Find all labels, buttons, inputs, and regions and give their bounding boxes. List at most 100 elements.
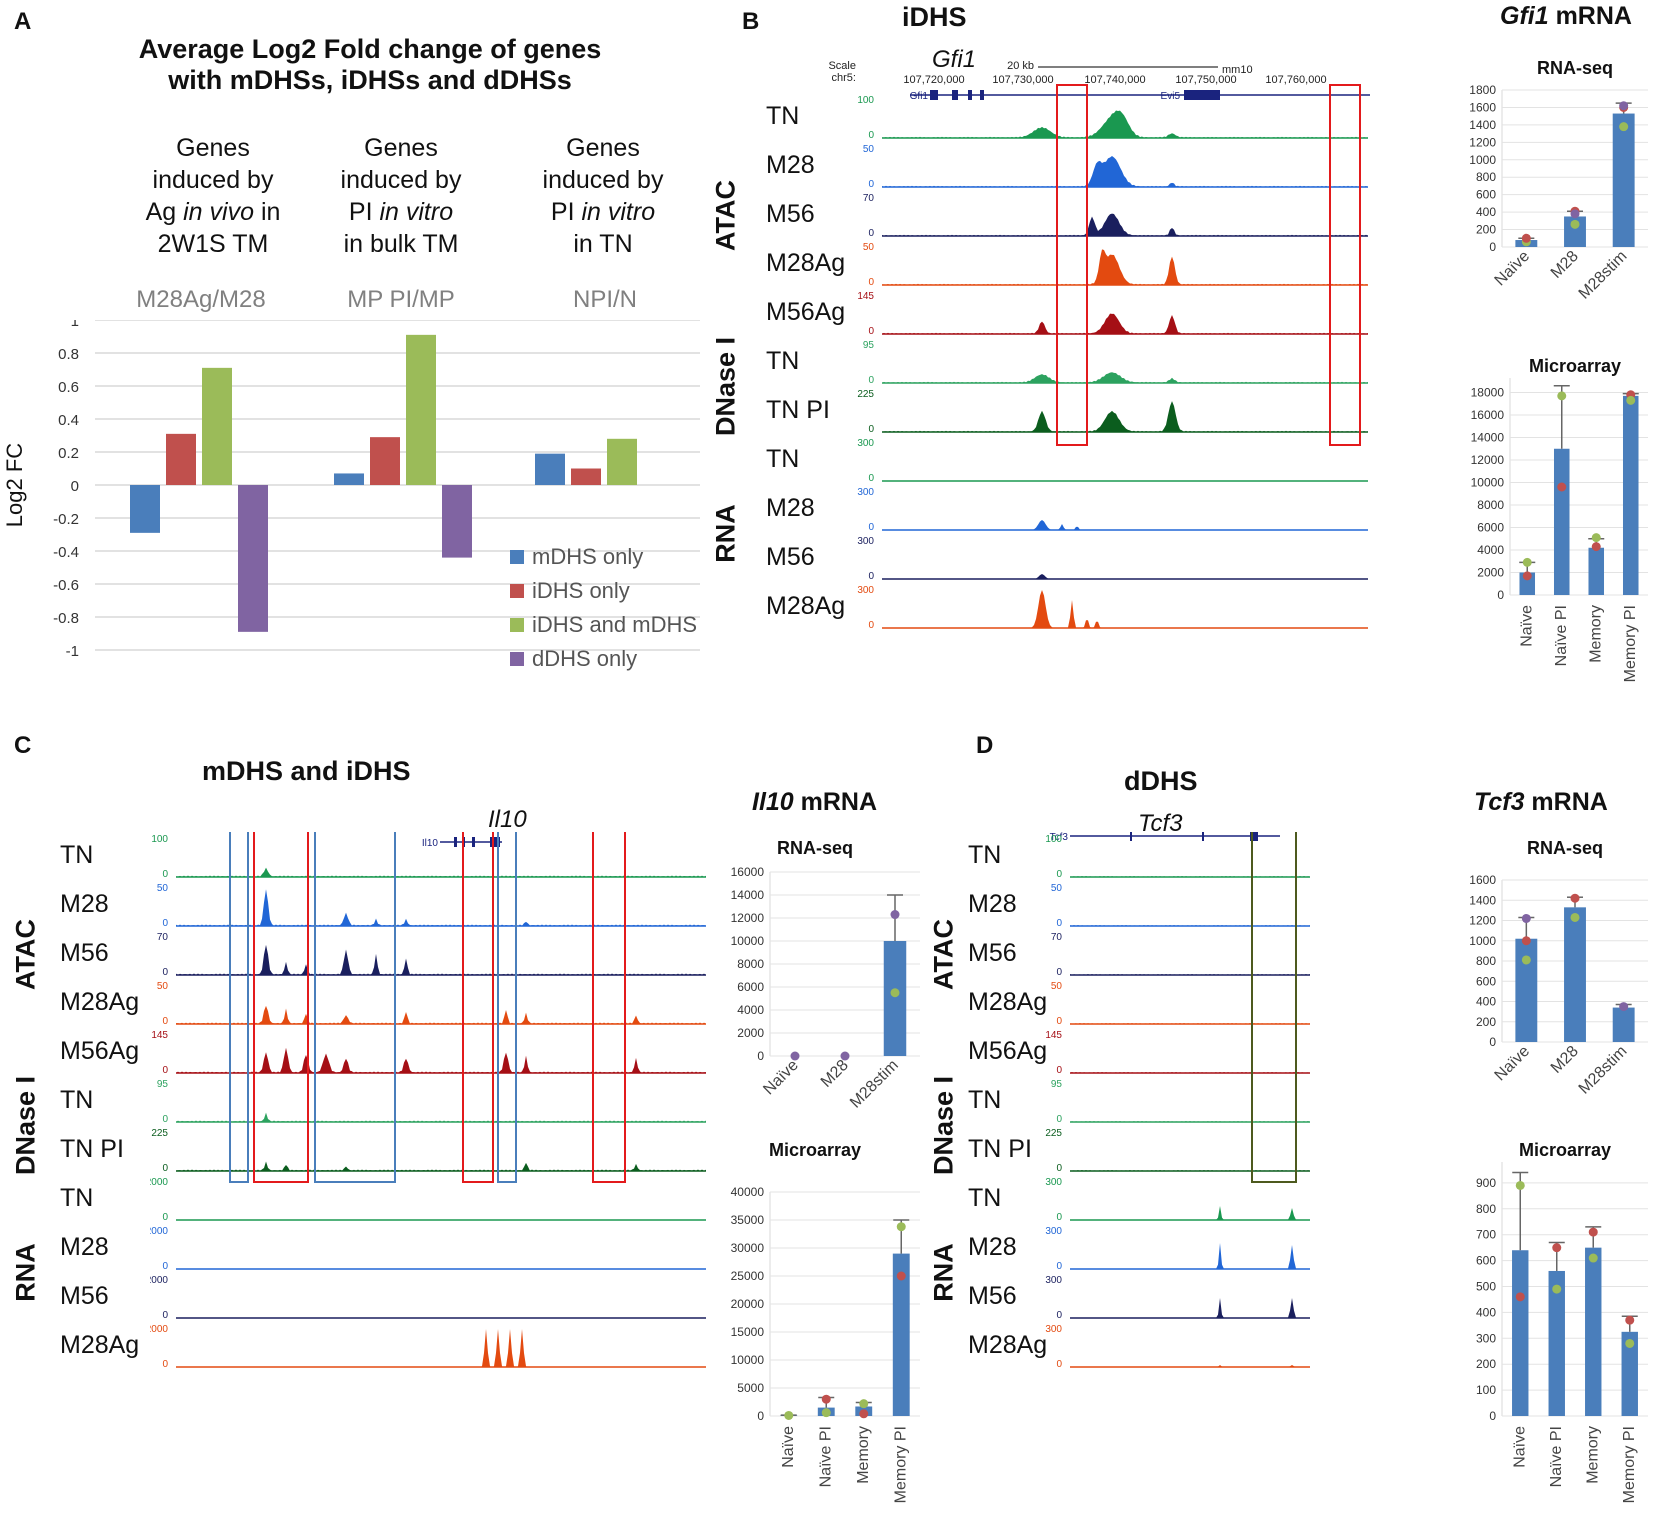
highlight-box xyxy=(314,832,396,1183)
coordinate-label: 107,720,000 xyxy=(903,74,964,86)
y-tick-label: 1200 xyxy=(1469,135,1496,149)
x-tick-label: Naïve PI xyxy=(1548,1426,1565,1487)
y-tick-label: 8000 xyxy=(737,957,764,971)
replicate-dot xyxy=(1626,395,1636,405)
y-tick-label: 0 xyxy=(71,478,79,495)
track-max-label: 70 xyxy=(863,193,875,204)
track-zero-label: 0 xyxy=(162,1114,168,1125)
group-header-line: in TN xyxy=(573,230,633,258)
replicate-dot xyxy=(790,1051,800,1061)
coordinate-label: 131,020,000 xyxy=(377,832,438,833)
track-label: M56 xyxy=(968,1281,1017,1310)
il10-microarray-chart: 0 5000 10000 15000 20000 25000 30000 35000 40000… xyxy=(731,1185,920,1503)
replicate-dot xyxy=(1588,1227,1598,1237)
coordinate-label: 107,740,000 xyxy=(1084,74,1145,86)
group-header-line: Ag in vivo in xyxy=(145,198,281,226)
track-max-label: 145 xyxy=(857,291,874,302)
x-tick-label: Memory xyxy=(1584,1426,1601,1484)
y-tick-label: 30000 xyxy=(731,1241,765,1255)
signal-track xyxy=(176,1329,706,1367)
panel-a-title-line2: with mDHSs, iDHSs and dDHSs xyxy=(168,65,572,95)
track-zero-label: 0 xyxy=(1056,1212,1062,1223)
y-tick-label: 6000 xyxy=(1477,521,1504,535)
highlight-box xyxy=(253,832,309,1183)
y-tick-label: 400 xyxy=(1476,205,1496,219)
track-zero-label: 0 xyxy=(162,1065,168,1076)
track-label: TN PI xyxy=(968,1134,1032,1163)
y-tick-label: 16000 xyxy=(1471,408,1505,422)
track-label: TN xyxy=(968,840,1002,869)
track-zero-label: 0 xyxy=(1056,967,1062,978)
track-label: M28Ag xyxy=(766,248,846,277)
gene-label: Evi5 xyxy=(1161,91,1181,102)
track-zero-label: 0 xyxy=(868,277,874,288)
track-label: TN xyxy=(60,840,94,869)
replicate-dot xyxy=(1591,542,1601,552)
y-tick-label: 10000 xyxy=(731,934,765,948)
signal-track xyxy=(176,1161,706,1171)
replicate-dot xyxy=(821,1408,831,1418)
bar-idhs-only xyxy=(571,468,601,485)
bar xyxy=(1564,216,1586,247)
scale-bar-label: 20 kb xyxy=(1007,60,1034,72)
coordinate-label: 131,010,000 xyxy=(291,832,352,833)
y-tick-label: 800 xyxy=(1476,1202,1496,1216)
track-zero-label: 0 xyxy=(1056,1016,1062,1027)
group-label: RNA xyxy=(10,1243,41,1302)
replicate-dot xyxy=(896,1271,906,1281)
y-tick-label: 200 xyxy=(1476,1357,1496,1371)
track-zero-label: 0 xyxy=(868,326,874,337)
signal-track xyxy=(1070,1298,1310,1318)
track-max-label: 95 xyxy=(863,340,875,351)
track-label: M56Ag xyxy=(766,297,846,326)
group-ratio-3: NPI/N xyxy=(572,286,637,313)
replicate-dot xyxy=(1557,391,1567,401)
track-max-label: 225 xyxy=(1045,1128,1062,1139)
gene-label: Il10 xyxy=(422,838,439,849)
y-tick-label: 1600 xyxy=(1469,873,1496,887)
track-max-label: 300 xyxy=(1045,1275,1062,1286)
replicate-dot xyxy=(1515,1292,1525,1302)
replicate-dot xyxy=(784,1410,794,1420)
y-tick-label: 900 xyxy=(1476,1176,1496,1190)
bar-mdhs-only xyxy=(130,485,160,533)
legend-label: mDHS only xyxy=(532,544,644,569)
legend-label: dDHS only xyxy=(532,646,638,671)
signal-track xyxy=(1070,925,1310,926)
panel-a-title-line1: Average Log2 Fold change of genes xyxy=(138,34,602,64)
signal-track xyxy=(882,520,1368,530)
y-tick-label: 600 xyxy=(1476,974,1496,988)
exon xyxy=(1130,832,1132,841)
track-zero-label: 0 xyxy=(1056,1163,1062,1174)
track-max-label: 50 xyxy=(863,242,875,253)
track-label: TN xyxy=(60,1183,94,1212)
coordinate-label: 131,000,000 xyxy=(203,832,264,833)
y-tick-label: 200 xyxy=(1476,1015,1496,1029)
track-zero-label: 0 xyxy=(868,522,874,533)
track-zero-label: 0 xyxy=(868,179,874,190)
bar xyxy=(1553,448,1570,595)
highlight-box xyxy=(462,832,494,1183)
track-label: TN xyxy=(968,1183,1002,1212)
track-zero-label: 0 xyxy=(162,1212,168,1223)
y-tick-label: 600 xyxy=(1476,188,1496,202)
group-header-line: 2W1S TM xyxy=(157,230,269,258)
signal-track xyxy=(882,372,1368,383)
legend-swatch xyxy=(510,550,524,564)
track-label: TN xyxy=(766,101,800,130)
exon xyxy=(1250,832,1258,841)
y-tick-label: 0 xyxy=(1489,1035,1496,1049)
track-label: TN xyxy=(766,444,800,473)
x-tick-label: Naïve xyxy=(1492,248,1534,290)
y-tick-label: 800 xyxy=(1476,954,1496,968)
replicate-dot xyxy=(1570,219,1580,229)
panel-b-mrna-title: Gfi1 mRNA xyxy=(1500,2,1632,30)
track-max-label: 100 xyxy=(857,95,874,106)
track-max-label: 300 xyxy=(1045,1177,1062,1188)
group-ratio-2: MP PI/MP xyxy=(347,286,455,313)
track-max-label: 300 xyxy=(857,536,874,547)
y-tick-label: 0 xyxy=(1497,588,1504,602)
x-tick-label: Naïve PI xyxy=(817,1426,834,1487)
group-label: RNA xyxy=(928,1243,959,1302)
bar-idhs-and-mdhs xyxy=(406,334,436,485)
